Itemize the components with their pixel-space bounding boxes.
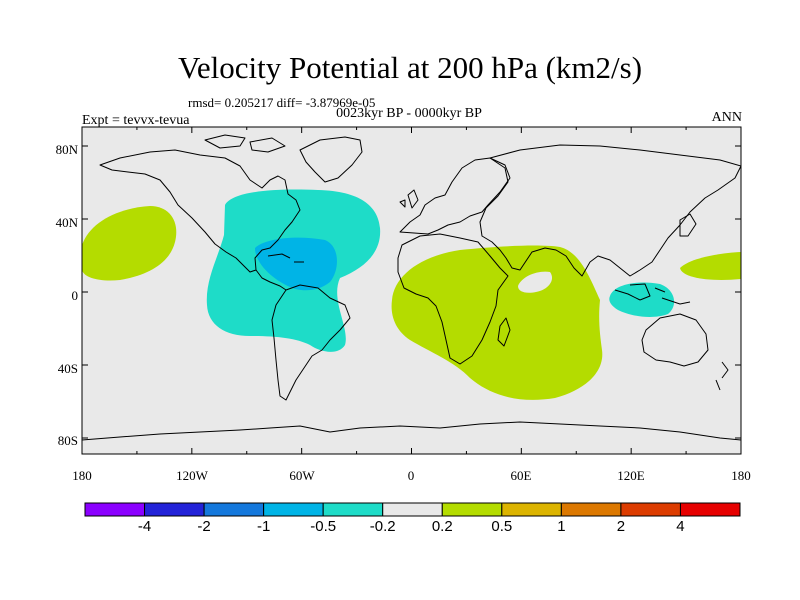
season-label: ANN (711, 110, 742, 125)
coastline-japan (679, 213, 697, 237)
lon-label-180w: 180 (72, 468, 92, 483)
lon-label-0: 0 (407, 468, 415, 483)
colorbar-swatch (84, 502, 146, 517)
lon-label-180e: 180 (731, 468, 751, 483)
colorbar-label: -0.2 (369, 518, 396, 535)
positive-anomaly-east-pacific (680, 252, 741, 280)
colorbar-label: -2 (197, 518, 211, 535)
coastline-british-isles (399, 189, 419, 209)
colorbar-label: 0.5 (491, 518, 513, 535)
lat-label-80s: 80S (57, 433, 78, 448)
colorbar-swatch (679, 502, 741, 517)
coastline-central-america (255, 269, 287, 291)
positive-anomaly-west-pacific (82, 206, 177, 281)
coastline-australia (641, 313, 709, 367)
colorbar-swatch (501, 502, 562, 517)
negative-anomaly-caribbean-core (255, 237, 337, 291)
colorbar (84, 502, 741, 517)
colorbar-swatch (620, 502, 681, 517)
colorbar-label: -1 (256, 518, 271, 535)
colorbar-swatch (263, 502, 324, 517)
colorbar-label: 1 (557, 518, 566, 535)
coastline-north-america (99, 149, 301, 273)
coastline-europe (399, 157, 511, 235)
coastline-asia (479, 144, 741, 277)
lat-label-eq: 0 (71, 288, 79, 303)
coastline-greenland (299, 136, 363, 183)
colorbar-label: -4 (137, 518, 152, 535)
lat-label-40s: 40S (57, 361, 78, 376)
period-line: 0023kyr BP - 0000kyr BP (336, 106, 482, 121)
coastline-south-america (271, 284, 351, 401)
coastline-new-zealand (715, 361, 729, 391)
lon-label-120e: 120E (617, 468, 645, 483)
experiment-line: Expt = tevvx-tevua (82, 113, 190, 128)
coastline-africa (397, 233, 509, 365)
lon-label-120w: 120W (176, 468, 208, 483)
coastline-caribbean (267, 253, 304, 263)
coastline-arctic-islands (204, 134, 286, 153)
stats-line: rmsd= 0.205217 diff= -3.87969e-05 (188, 95, 376, 110)
coastline-indonesia (614, 283, 691, 305)
colorbar-label: 2 (616, 518, 626, 535)
lat-label-80n: 80N (55, 142, 78, 157)
lon-label-60w: 60W (289, 468, 315, 483)
colorbar-label: -0.5 (310, 518, 337, 535)
plot-title: Velocity Potential at 200 hPa (km2/s) (177, 50, 643, 85)
colorbar-swatch (560, 502, 622, 517)
lon-label-60e: 60E (510, 468, 532, 483)
neutral-hole-arabian-sea (518, 271, 553, 293)
colorbar-label: 4 (676, 518, 685, 535)
colorbar-swatch (441, 502, 503, 517)
coastlines (82, 134, 741, 441)
contour-fill-layer (82, 189, 741, 400)
colorbar-swatch (203, 502, 265, 517)
axis-ticks (81, 127, 742, 454)
colorbar-swatch (322, 502, 384, 517)
coastline-madagascar (497, 317, 511, 347)
coastline-antarctica (82, 421, 741, 441)
lat-label-40n: 40N (55, 215, 78, 230)
colorbar-swatch (382, 502, 443, 517)
colorbar-label: 0.2 (431, 518, 453, 535)
colorbar-swatch (144, 502, 205, 517)
